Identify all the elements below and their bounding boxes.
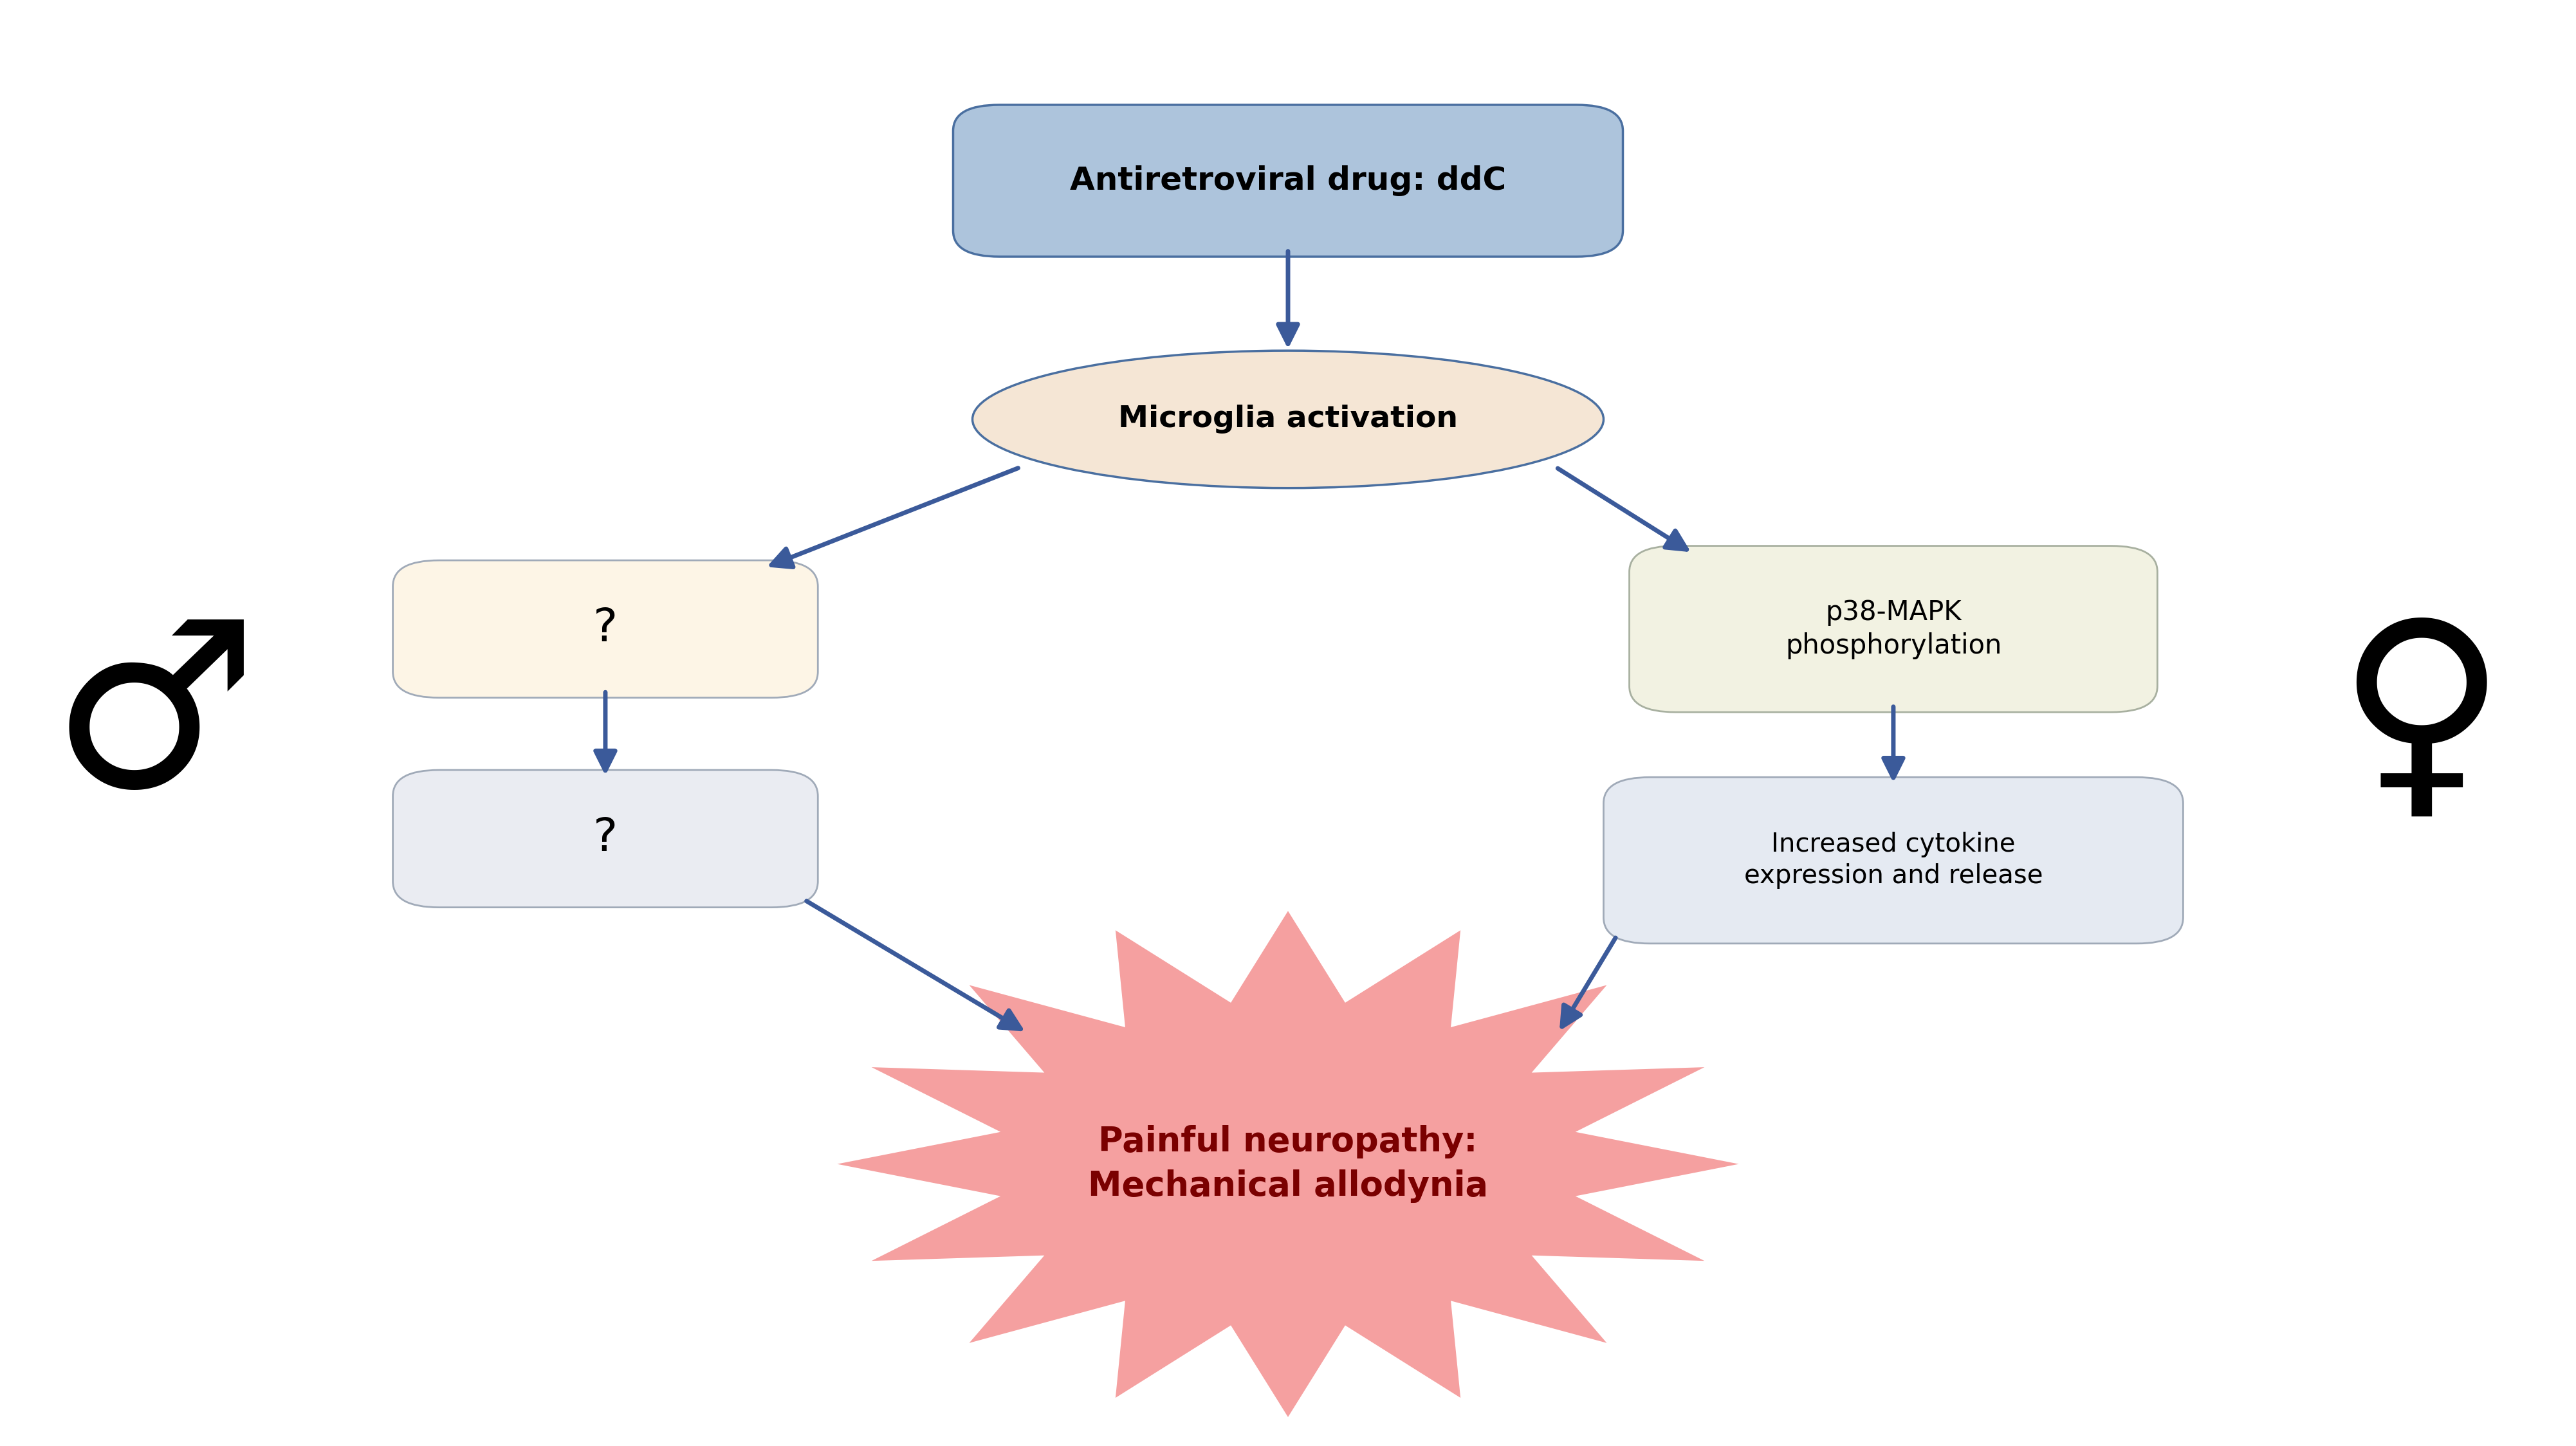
- Ellipse shape: [974, 351, 1602, 489]
- Text: Microglia activation: Microglia activation: [1118, 405, 1458, 434]
- FancyBboxPatch shape: [953, 106, 1623, 257]
- FancyBboxPatch shape: [392, 769, 819, 908]
- Text: ?: ?: [592, 607, 618, 651]
- Text: Antiretroviral drug: ddC: Antiretroviral drug: ddC: [1069, 165, 1507, 197]
- FancyBboxPatch shape: [1628, 547, 2156, 713]
- Text: Painful neuropathy:
Mechanical allodynia: Painful neuropathy: Mechanical allodynia: [1087, 1125, 1489, 1203]
- Text: ?: ?: [592, 817, 618, 860]
- Text: ♂: ♂: [52, 610, 258, 836]
- Text: Increased cytokine
expression and release: Increased cytokine expression and releas…: [1744, 831, 2043, 889]
- Text: ♀: ♀: [2336, 610, 2506, 836]
- FancyBboxPatch shape: [1602, 778, 2182, 943]
- Polygon shape: [837, 911, 1739, 1417]
- Text: p38-MAPK
phosphorylation: p38-MAPK phosphorylation: [1785, 599, 2002, 659]
- FancyBboxPatch shape: [392, 561, 819, 698]
